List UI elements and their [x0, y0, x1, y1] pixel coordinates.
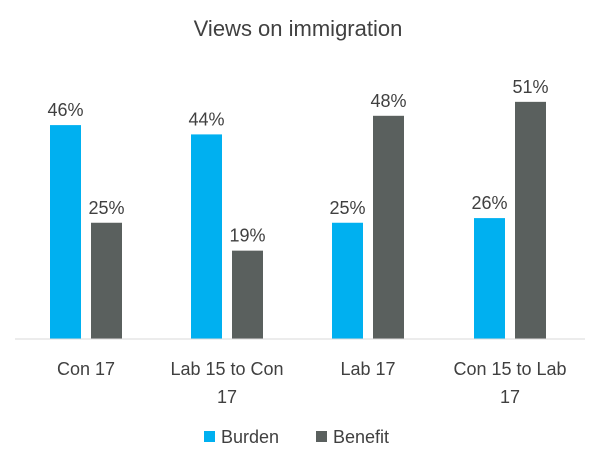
chart-title: Views on immigration [194, 16, 403, 41]
legend: Burden Benefit [204, 427, 389, 447]
category-label-3-line2: 17 [500, 387, 520, 407]
bar-benefit-2 [373, 115, 404, 339]
data-label-benefit-1: 19% [229, 226, 265, 246]
legend-swatch-benefit [316, 431, 327, 442]
data-label-benefit-2: 48% [370, 91, 406, 111]
bar-burden-1 [191, 134, 222, 339]
data-label-burden-2: 25% [329, 198, 365, 218]
category-label-1: Lab 15 to Con [170, 359, 283, 379]
legend-label-burden: Burden [221, 427, 279, 447]
category-label-0: Con 17 [57, 359, 115, 379]
data-label-burden-0: 46% [47, 100, 83, 120]
category-axis-labels: Con 17 Lab 15 to Con 17 Lab 17 Con 15 to Lab… [57, 359, 567, 407]
category-label-1-line2: 17 [217, 387, 237, 407]
bar-burden-0 [50, 125, 81, 339]
data-label-benefit-0: 25% [88, 198, 124, 218]
bar-benefit-0 [91, 222, 122, 339]
plot-area: 46% 44% 25% 26% 25% 19% 48% 51% [47, 77, 549, 339]
data-label-benefit-3: 51% [512, 77, 548, 97]
data-label-burden-1: 44% [188, 109, 224, 129]
legend-swatch-burden [204, 431, 215, 442]
data-label-burden-3: 26% [471, 193, 507, 213]
bar-burden-2 [332, 222, 363, 339]
bar-benefit-1 [232, 250, 263, 339]
legend-label-benefit: Benefit [333, 427, 389, 447]
category-label-3: Con 15 to Lab [453, 359, 566, 379]
category-label-2: Lab 17 [340, 359, 395, 379]
bar-benefit-3 [515, 101, 546, 339]
bar-burden-3 [474, 218, 505, 339]
